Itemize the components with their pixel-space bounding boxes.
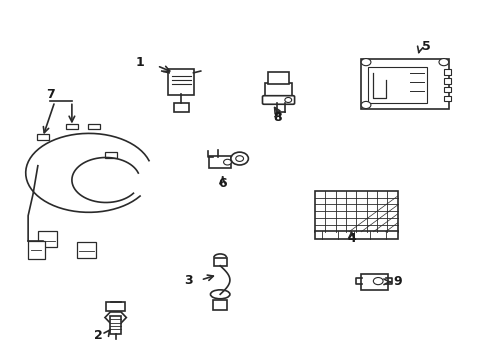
FancyBboxPatch shape (360, 274, 387, 290)
Bar (66, 123, 78, 129)
FancyBboxPatch shape (267, 72, 288, 84)
FancyBboxPatch shape (265, 83, 291, 99)
Text: 7: 7 (45, 88, 54, 101)
Bar (443, 78, 450, 84)
FancyBboxPatch shape (77, 242, 96, 257)
FancyBboxPatch shape (262, 96, 294, 104)
Bar (105, 152, 116, 158)
Circle shape (235, 156, 243, 161)
Circle shape (230, 152, 248, 165)
Bar (212, 300, 227, 310)
Bar (88, 123, 100, 129)
Text: 3: 3 (184, 274, 192, 287)
Bar (110, 316, 121, 334)
Circle shape (285, 98, 291, 103)
Text: 1: 1 (135, 55, 144, 69)
Text: 8: 8 (273, 111, 281, 124)
FancyBboxPatch shape (168, 68, 194, 95)
Circle shape (223, 159, 231, 165)
Circle shape (438, 59, 448, 66)
Circle shape (361, 59, 370, 66)
Bar (443, 69, 450, 75)
FancyBboxPatch shape (106, 302, 124, 311)
Bar (443, 96, 450, 102)
Bar (314, 231, 397, 239)
Polygon shape (105, 312, 126, 323)
Circle shape (372, 278, 382, 285)
Text: 6: 6 (218, 177, 226, 190)
Bar (368, 67, 426, 103)
Ellipse shape (210, 290, 229, 299)
Bar (361, 59, 448, 109)
Text: 2: 2 (94, 329, 103, 342)
Bar (37, 134, 48, 140)
Text: 5: 5 (422, 40, 430, 53)
Text: 9: 9 (392, 275, 401, 288)
Bar (213, 257, 226, 266)
Circle shape (361, 102, 370, 109)
Bar (443, 87, 450, 93)
Bar (28, 241, 45, 258)
Bar (174, 103, 188, 112)
FancyBboxPatch shape (38, 231, 57, 247)
Bar (314, 191, 397, 232)
FancyBboxPatch shape (209, 156, 230, 168)
Text: 4: 4 (346, 233, 355, 246)
